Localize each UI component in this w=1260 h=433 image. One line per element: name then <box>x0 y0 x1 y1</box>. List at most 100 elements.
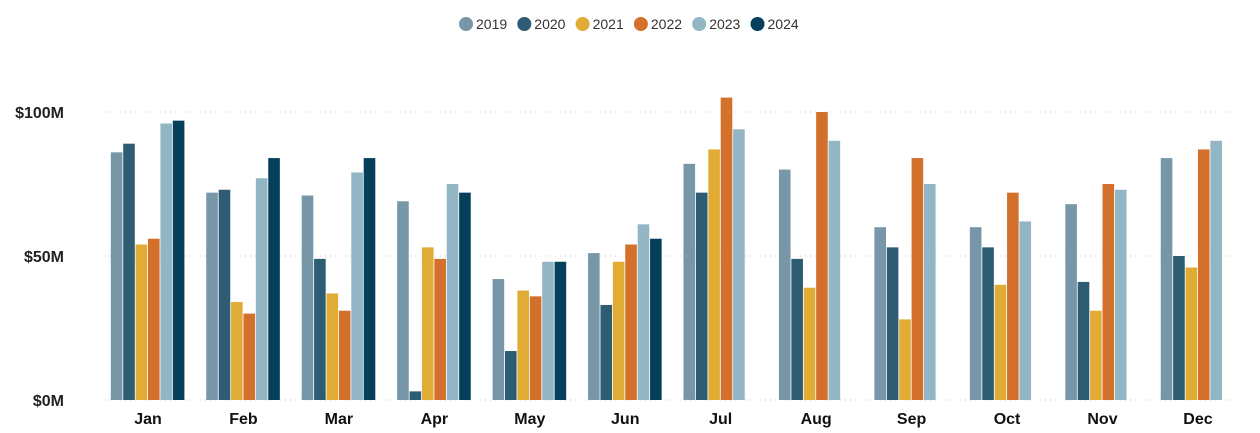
bar-2020-jan <box>123 143 135 400</box>
bar-2019-jan <box>110 152 123 400</box>
chart-legend: 2019 2020 2021 2022 2023 2024 <box>459 16 799 32</box>
x-tick-label: Jan <box>134 411 162 428</box>
x-tick-label: Nov <box>1087 411 1117 428</box>
bar-2020-oct <box>982 247 994 400</box>
bar-2022-oct <box>1007 192 1019 400</box>
x-tick-label: Sep <box>897 411 927 428</box>
bar-group-mar <box>301 158 376 400</box>
bar-2020-jun <box>600 304 613 400</box>
bar-group-dec <box>1160 140 1222 401</box>
bar-2022-nov <box>1102 184 1115 400</box>
bar-2019-mar <box>301 195 314 400</box>
bar-group-nov <box>1065 184 1127 400</box>
bar-series <box>110 97 1222 401</box>
bar-2022-jul <box>720 97 733 400</box>
bar-2024-feb <box>268 158 280 400</box>
bar-group-jun <box>588 224 662 400</box>
bar-2023-jun <box>637 224 650 400</box>
legend-label: 2021 <box>593 16 624 32</box>
bar-2024-apr <box>459 192 471 400</box>
bar-2021-nov <box>1090 310 1102 400</box>
legend-swatch-icon <box>633 17 648 31</box>
bar-2022-aug <box>816 112 828 400</box>
bar-2019-feb <box>206 192 218 400</box>
bar-2023-jul <box>733 129 745 400</box>
legend-item-2023: 2023 <box>692 16 741 32</box>
x-tick-label: Oct <box>994 411 1021 428</box>
bar-group-oct <box>969 192 1032 400</box>
bar-2023-jan <box>160 123 172 401</box>
bar-2021-apr <box>421 247 434 400</box>
bar-2019-jul <box>683 163 696 400</box>
x-tick-label: Feb <box>229 411 258 428</box>
bar-2021-aug <box>803 287 816 400</box>
bar-2022-jan <box>148 238 160 400</box>
bar-2022-mar <box>338 310 351 400</box>
bar-2020-nov <box>1077 281 1090 400</box>
bar-2024-jan <box>172 120 185 400</box>
legend-item-2022: 2022 <box>633 16 682 32</box>
bar-2020-mar <box>314 258 326 400</box>
bar-2023-may <box>542 261 554 400</box>
y-tick-label: $50M <box>24 249 64 266</box>
bar-2021-feb <box>231 302 243 400</box>
bar-group-feb <box>206 158 280 400</box>
legend-label: 2023 <box>709 16 740 32</box>
bar-2022-sep <box>911 158 924 400</box>
bar-2020-may <box>505 351 517 400</box>
bar-2023-mar <box>351 172 363 400</box>
bar-2024-may <box>554 261 567 400</box>
bar-2023-feb <box>255 178 268 400</box>
x-tick-label: Jun <box>611 411 639 428</box>
legend-label: 2020 <box>534 16 565 32</box>
bar-2023-nov <box>1114 189 1127 400</box>
bar-2022-feb <box>243 313 256 400</box>
y-axis: $0M $50M $100M <box>15 105 64 410</box>
bar-2020-dec <box>1173 256 1185 400</box>
legend-label: 2024 <box>768 16 799 32</box>
bar-2024-jun <box>650 238 662 400</box>
bar-2023-oct <box>1019 221 1032 400</box>
legend-item-2020: 2020 <box>517 16 566 32</box>
x-tick-label: Jul <box>709 411 732 428</box>
bar-2020-aug <box>791 258 803 400</box>
bar-2020-sep <box>886 247 899 400</box>
bar-group-sep <box>874 158 936 400</box>
legend-swatch-icon <box>517 17 532 31</box>
legend-swatch-icon <box>692 17 707 31</box>
x-tick-label: Mar <box>325 411 353 428</box>
bar-2021-jul <box>708 149 720 400</box>
bar-2023-aug <box>828 140 841 401</box>
bar-2021-mar <box>326 293 339 400</box>
bar-2021-jan <box>135 244 148 400</box>
bar-2022-may <box>529 296 542 400</box>
x-tick-label: Aug <box>801 411 832 428</box>
bar-group-jan <box>110 120 185 401</box>
legend-item-2021: 2021 <box>575 16 624 32</box>
bar-2021-jun <box>612 261 625 400</box>
bar-2019-sep <box>874 227 886 400</box>
legend-label: 2022 <box>651 16 682 32</box>
bar-group-jul <box>683 97 745 400</box>
legend-swatch-icon <box>750 17 765 31</box>
bar-2020-jul <box>695 192 708 400</box>
bar-2022-dec <box>1197 149 1210 400</box>
x-tick-label: Apr <box>421 411 449 428</box>
bar-2021-oct <box>994 284 1007 400</box>
bar-2021-dec <box>1185 267 1198 400</box>
bar-2019-jun <box>588 253 600 400</box>
bar-2020-apr <box>409 391 422 400</box>
bar-2021-may <box>517 290 529 400</box>
legend-swatch-icon <box>459 17 473 31</box>
bar-2019-may <box>492 279 505 400</box>
x-tick-label: Dec <box>1183 411 1212 428</box>
bar-2019-dec <box>1160 158 1173 400</box>
bar-2019-aug <box>778 169 791 400</box>
bar-2023-apr <box>446 184 459 400</box>
legend-item-2024: 2024 <box>750 16 799 32</box>
bar-group-aug <box>778 112 841 401</box>
y-tick-label: $100M <box>15 105 64 122</box>
bar-2021-sep <box>899 319 911 400</box>
bar-group-may <box>492 261 567 400</box>
x-axis: Jan Feb Mar Apr May Jun Jul Aug Sep Oct Nov Dec <box>134 411 1213 428</box>
